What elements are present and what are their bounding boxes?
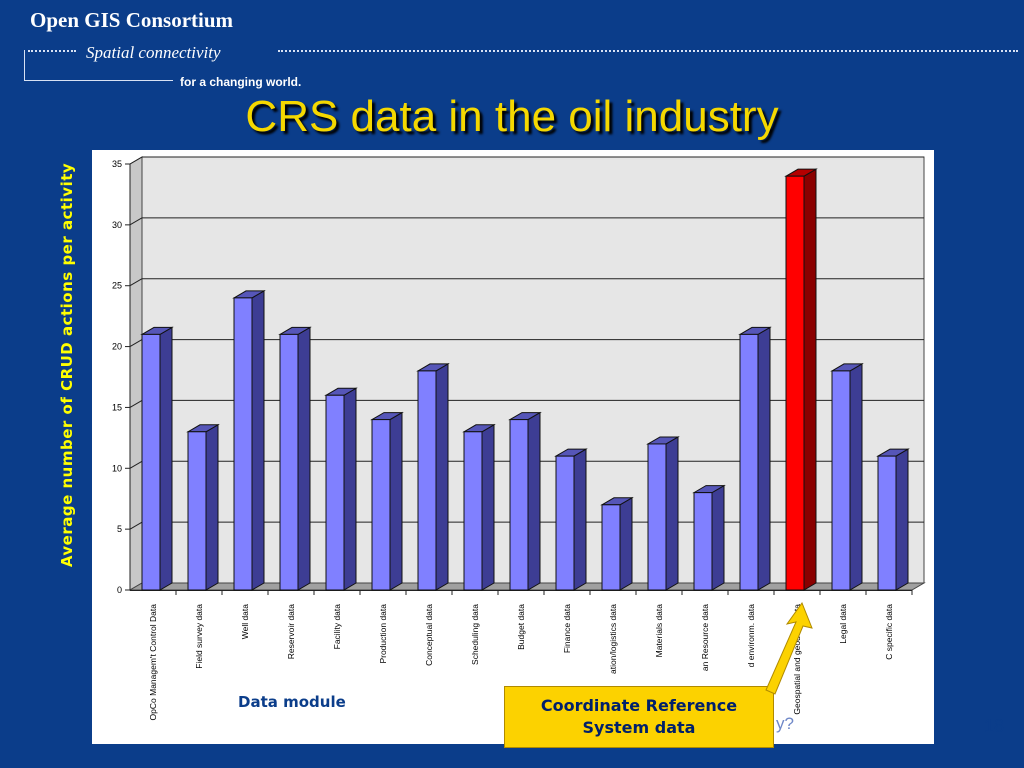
brand-name: Open GIS Consortium [30,8,234,32]
gridline-side [129,460,143,469]
bar [739,333,759,591]
bar-side [619,496,633,591]
bar-side [159,326,173,591]
x-tick-label: OpCo Managem't Control Data [148,604,158,721]
y-tick-label: 0 [117,585,122,595]
bar-side [435,363,449,591]
bar [647,443,667,591]
x-tick-label: Production data [378,604,388,664]
gridline-side [129,399,143,408]
bar-side [389,411,403,591]
bar [509,419,529,591]
bar-side [895,448,909,591]
x-tick-label: ation/logistics data [608,604,618,674]
bar [187,431,207,591]
x-tick-label: Geospatial and geodetic data [792,604,802,715]
chart-side-wall [129,156,143,591]
y-axis-title: Average number of CRUD actions per activ… [58,162,76,568]
x-tick-label: Budget data [516,604,526,650]
y-tick-label: 10 [112,463,122,473]
x-tick-label: Conceptual data [424,604,434,666]
gridline-side [129,217,143,226]
y-tick-label: 5 [117,524,122,534]
slide-title: CRS data in the oil industry [245,92,779,141]
bar [417,370,437,591]
header-dotted-rule-left [28,50,76,52]
bar-side [849,363,863,591]
bar [325,394,345,591]
bar [555,455,575,591]
bar [279,333,299,591]
brand-tagline-secondary: for a changing world. [180,75,302,89]
bar-side [573,448,587,591]
bar [877,455,897,591]
x-tick-label: Well data [240,604,250,640]
callout-box: Coordinate Reference System data [504,686,774,748]
bar-side [665,436,679,591]
bar-side [251,290,265,591]
bar [463,431,483,591]
bar-side [481,423,495,591]
x-tick-label: Facility data [332,604,342,650]
x-tick-label: Materials data [654,604,664,658]
bar-highlight [785,175,805,591]
bar [371,419,391,591]
page-number: 18 [984,716,1005,736]
bar [831,370,851,591]
y-tick-label: 35 [112,159,122,169]
x-axis-title: Data module [238,693,346,711]
callout-line-2: System data [582,718,696,737]
callout-text: Coordinate Reference System data [541,695,737,739]
chart-panel: 0 5 10 15 20 25 30 35 OpCo Managem't Control Dat… [92,150,934,744]
gridline-side [129,521,143,530]
bar-chart: 0 5 10 15 20 25 30 35 OpCo Managem't Control Dat… [112,156,926,721]
y-tick-label: 25 [112,281,122,291]
bar-side [343,387,357,591]
bar-side [205,423,219,591]
gridline-side [129,278,143,287]
partially-hidden-text: y? [776,714,794,733]
bar [233,297,253,591]
brand-tagline: Spatial connectivity [86,43,221,62]
bar-side [803,168,817,591]
callout-line-1: Coordinate Reference [540,696,738,715]
header-dotted-rule-right [278,50,1018,52]
bar-side [527,411,541,591]
x-tick-label: Scheduling data [470,604,480,665]
bar [693,492,713,591]
bar-side [711,484,725,591]
y-tick-label: 30 [112,220,122,230]
bar-side [757,326,771,591]
x-tick-label: Finance data [562,604,572,653]
bar-side [297,326,311,591]
x-tick-label: Field survey data [194,604,204,669]
x-tick-label: Reservoir data [286,604,296,660]
header-bracket [24,50,173,81]
x-tick-label: d environm. data [746,604,756,668]
bar [141,333,161,591]
gridline-side [129,156,143,165]
y-tick-label: 20 [112,342,122,352]
bar [601,504,621,591]
x-tick-label: C specific data [884,604,894,660]
x-tick-label: Legal data [838,604,848,644]
x-tick-label: an Resource data [700,604,710,671]
gridline-side [129,339,143,348]
y-tick-label: 15 [112,402,122,412]
